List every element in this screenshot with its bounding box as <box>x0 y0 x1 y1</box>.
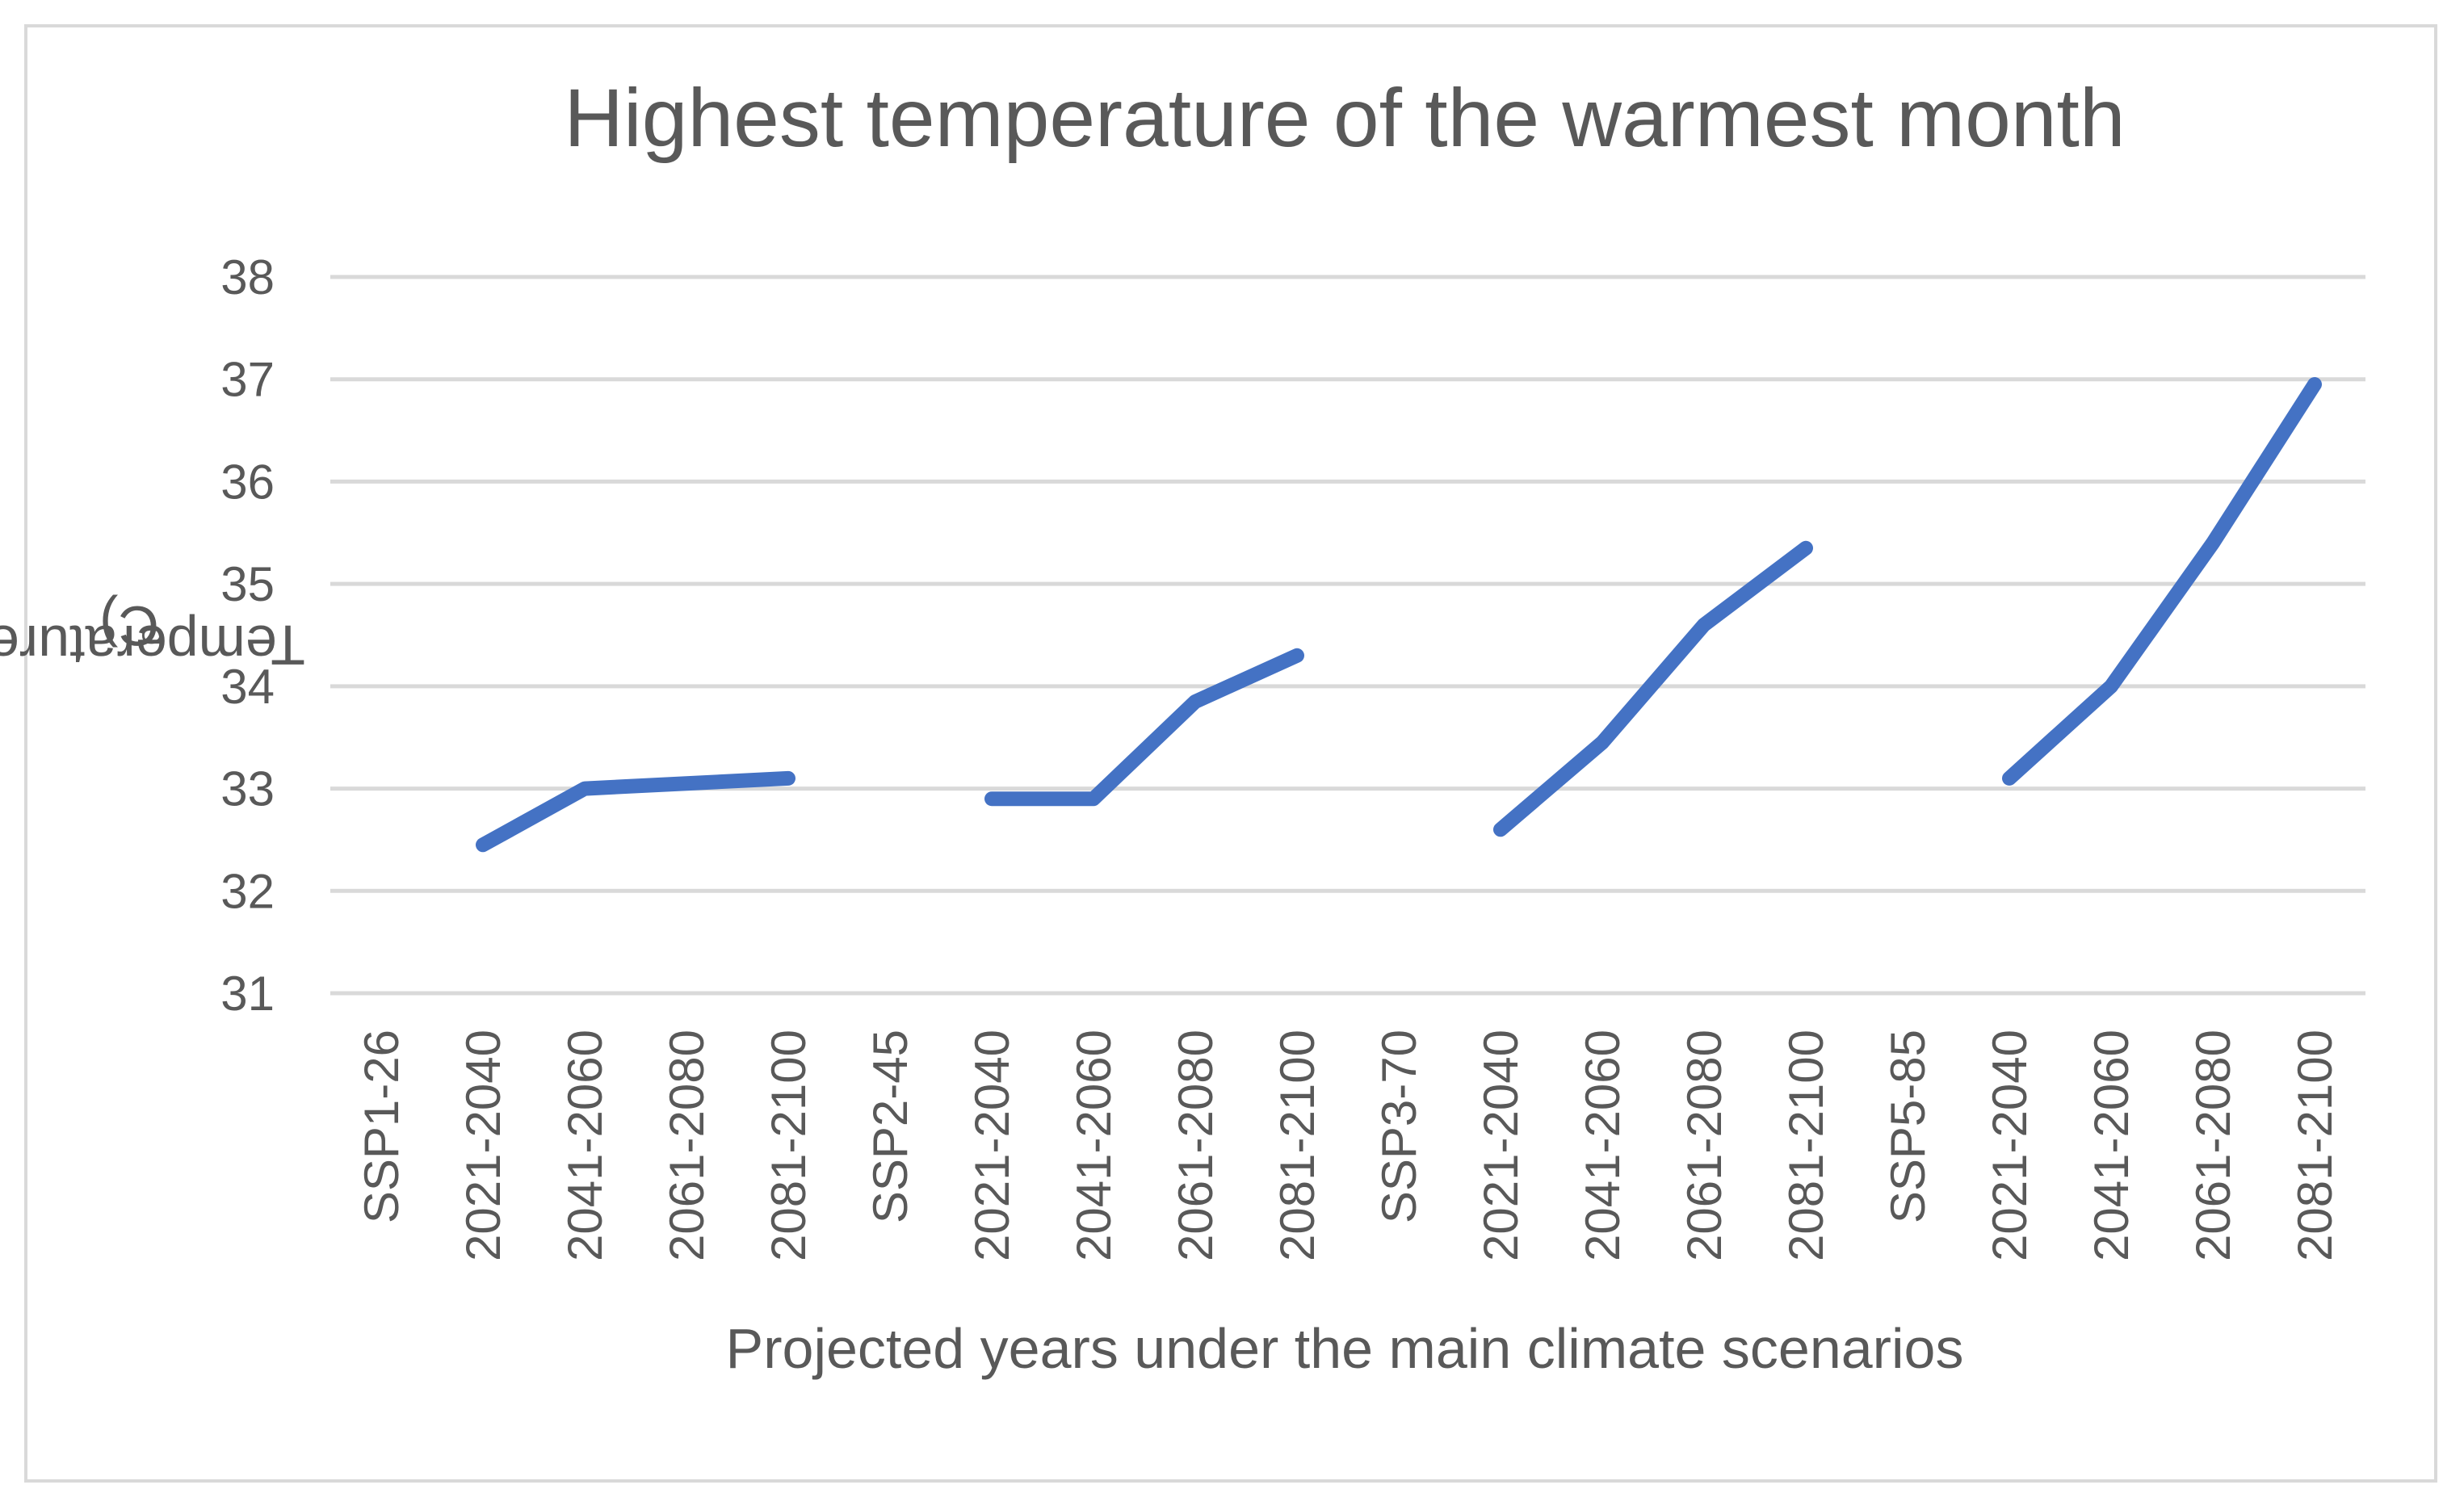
x-tick-label: 2081-2100 <box>762 1030 816 1261</box>
y-tick-label: 34 <box>220 660 275 714</box>
y-tick-label: 32 <box>220 864 275 918</box>
x-tick-label: SSP3-70 <box>1372 1030 1426 1223</box>
data-point-ssp5-85-0 <box>2009 778 2010 779</box>
x-tick-label: 2061-2080 <box>660 1030 714 1261</box>
y-tick-label: 33 <box>220 762 275 816</box>
data-point-ssp2-45-3 <box>1296 655 1298 656</box>
data-point-ssp2-45-0 <box>991 798 993 799</box>
x-tick-label: 2061-2080 <box>1169 1030 1223 1261</box>
x-axis-title: Projected years under the main climate s… <box>725 1317 1964 1380</box>
x-tick-label: 2061-2080 <box>2186 1030 2240 1261</box>
x-tick-label: 2081-2100 <box>1779 1030 1833 1261</box>
data-point-ssp2-45-2 <box>1194 701 1196 703</box>
data-point-ssp5-85-3 <box>2314 384 2315 385</box>
data-point-ssp3-70-0 <box>1500 828 1501 830</box>
data-point-ssp3-70-2 <box>1703 624 1705 626</box>
y-tick-label: 36 <box>220 455 275 509</box>
data-point-ssp5-85-1 <box>2110 686 2112 687</box>
y-tick-label: 37 <box>220 353 275 407</box>
x-tick-label: 2081-2100 <box>1270 1030 1324 1261</box>
y-tick-label: 31 <box>220 967 275 1021</box>
chart-title: Highest temperature of the warmest month <box>564 72 2126 164</box>
series-line-ssp5-85 <box>2002 377 2322 786</box>
x-tick-label: 2021-2040 <box>1983 1030 2037 1261</box>
data-point-ssp3-70-1 <box>1601 742 1603 744</box>
data-point-ssp5-85-2 <box>2212 542 2214 543</box>
y-tick-label: 35 <box>220 557 275 611</box>
data-point-ssp1-26-2 <box>686 782 687 784</box>
data-point-ssp1-26-1 <box>584 788 586 790</box>
x-tick-label: 2041-2060 <box>2084 1030 2139 1261</box>
data-point-ssp1-26-0 <box>482 844 484 845</box>
data-point-ssp1-26-3 <box>787 778 789 779</box>
x-tick-label: 2061-2080 <box>1677 1030 1732 1261</box>
x-tick-label: 2021-2040 <box>1474 1030 1528 1261</box>
x-tick-label: 2021-2040 <box>965 1030 1019 1261</box>
x-tick-label: SSP5-85 <box>1881 1030 1935 1223</box>
series-line-ssp1-26 <box>476 770 795 853</box>
series-line-ssp3-70 <box>1493 540 1813 837</box>
x-tick-label: 2041-2060 <box>1067 1030 1121 1261</box>
x-tick-label: 2041-2060 <box>1576 1030 1630 1261</box>
x-tick-label: SSP2-45 <box>863 1030 917 1223</box>
data-point-ssp3-70-3 <box>1805 547 1807 549</box>
x-tick-label: 2021-2040 <box>456 1030 510 1261</box>
data-point-ssp2-45-1 <box>1093 798 1094 799</box>
y-tick-label: 38 <box>220 250 275 304</box>
x-tick-label: SSP1-26 <box>355 1030 409 1223</box>
x-tick-label: 2081-2100 <box>2288 1030 2342 1261</box>
x-tick-label: 2041-2060 <box>558 1030 612 1261</box>
series-line-ssp2-45 <box>984 648 1304 807</box>
